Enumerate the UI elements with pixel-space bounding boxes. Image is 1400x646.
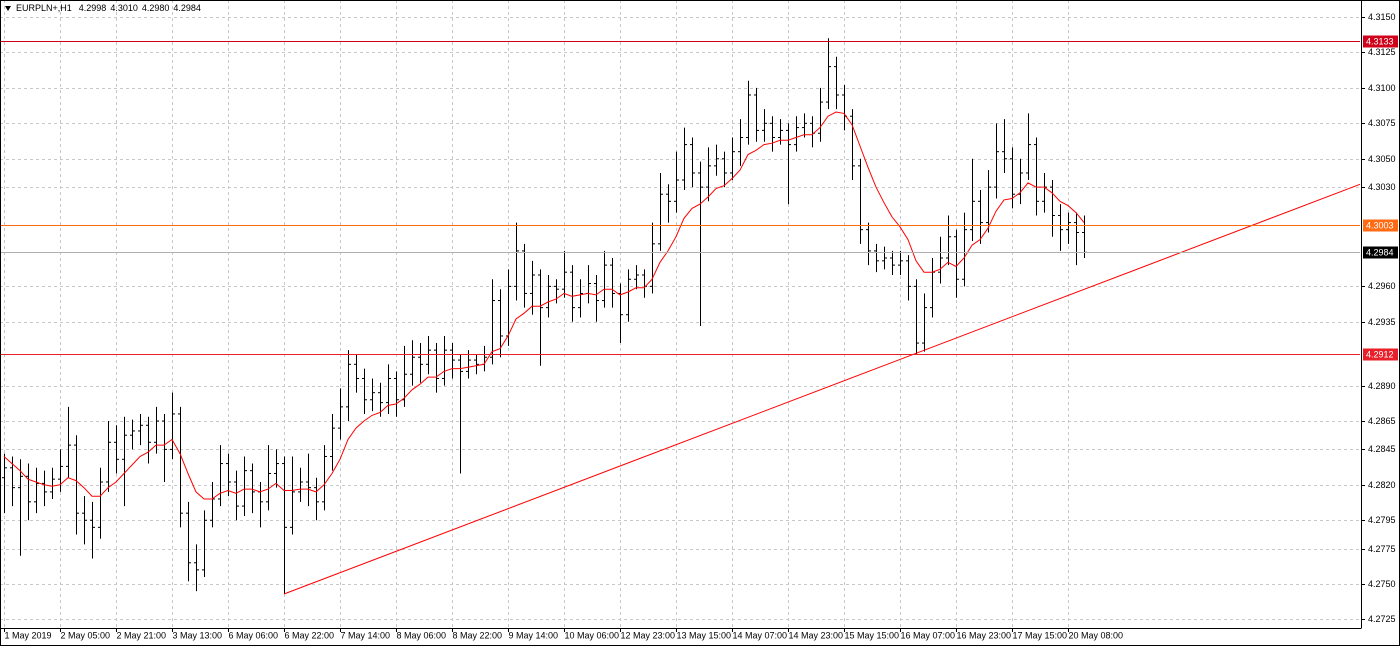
y-tick-label: 4.3075 bbox=[1368, 118, 1396, 128]
marks bbox=[0, 38, 1361, 595]
x-tick-label: 10 May 06:00 bbox=[565, 630, 620, 640]
x-tick-label: 13 May 15:00 bbox=[677, 630, 732, 640]
level-tag bbox=[1363, 246, 1398, 259]
x-tick-label: 2 May 05:00 bbox=[61, 630, 111, 640]
y-tick-label: 4.3150 bbox=[1368, 12, 1396, 22]
y-tick-label: 4.3050 bbox=[1368, 154, 1396, 164]
header-close: 4.2984 bbox=[173, 3, 201, 13]
level-tag-label: 4.2984 bbox=[1366, 247, 1394, 257]
level-tag bbox=[1363, 348, 1398, 361]
x-tick-label: 15 May 15:00 bbox=[845, 630, 900, 640]
level-tag-label: 4.3133 bbox=[1366, 36, 1394, 46]
level-tag bbox=[1363, 35, 1398, 48]
symbol-menu-arrow[interactable] bbox=[5, 6, 11, 11]
x-tick-label: 16 May 07:00 bbox=[901, 630, 956, 640]
x-tick-label: 2 May 21:00 bbox=[117, 630, 167, 640]
y-tick-label: 4.2960 bbox=[1368, 281, 1396, 291]
y-tick-label: 4.2845 bbox=[1368, 444, 1396, 454]
x-tick-label: 14 May 07:00 bbox=[733, 630, 788, 640]
x-tick-label: 9 May 14:00 bbox=[509, 630, 559, 640]
chart-header: EURPLN+,H1 4.2998 4.3010 4.2980 4.2984 bbox=[16, 3, 201, 13]
y-tick-label: 4.2820 bbox=[1368, 480, 1396, 490]
moving-average bbox=[3, 111, 1085, 500]
y-tick-label: 4.2725 bbox=[1368, 614, 1396, 624]
y-tick-label: 4.2750 bbox=[1368, 579, 1396, 589]
y-tick-label: 4.3100 bbox=[1368, 83, 1396, 93]
x-tick-label: 17 May 15:00 bbox=[1013, 630, 1068, 640]
x-tick-label: 8 May 06:00 bbox=[397, 630, 447, 640]
x-tick-label: 6 May 06:00 bbox=[229, 630, 279, 640]
x-tick-label: 6 May 22:00 bbox=[285, 630, 335, 640]
x-tick-label: 16 May 23:00 bbox=[957, 630, 1012, 640]
y-tick-label: 4.2775 bbox=[1368, 544, 1396, 554]
x-tick-label: 20 May 08:00 bbox=[1069, 630, 1124, 640]
level-tag-label: 4.2912 bbox=[1366, 349, 1394, 359]
y-tick-label: 4.3125 bbox=[1368, 47, 1396, 57]
y-tick-label: 4.3030 bbox=[1368, 182, 1396, 192]
header-low: 4.2980 bbox=[142, 3, 170, 13]
level-tag-label: 4.3003 bbox=[1366, 220, 1394, 230]
header-high: 4.3010 bbox=[110, 3, 138, 13]
y-tick-label: 4.2935 bbox=[1368, 317, 1396, 327]
x-tick-label: 12 May 23:00 bbox=[621, 630, 676, 640]
grid bbox=[0, 0, 1360, 628]
header-open: 4.2998 bbox=[79, 3, 107, 13]
x-tick-label: 7 May 14:00 bbox=[341, 630, 391, 640]
y-tick-label: 4.2890 bbox=[1368, 381, 1396, 391]
x-tick-label: 3 May 13:00 bbox=[173, 630, 223, 640]
x-tick-label: 14 May 23:00 bbox=[789, 630, 844, 640]
symbol: EURPLN+,H1 bbox=[16, 3, 72, 13]
x-tick-label: 8 May 22:00 bbox=[453, 630, 503, 640]
y-tick-label: 4.2795 bbox=[1368, 515, 1396, 525]
level-tag bbox=[1363, 219, 1398, 232]
x-tick-label: 1 May 2019 bbox=[5, 630, 52, 640]
y-tick-label: 4.2865 bbox=[1368, 416, 1396, 426]
